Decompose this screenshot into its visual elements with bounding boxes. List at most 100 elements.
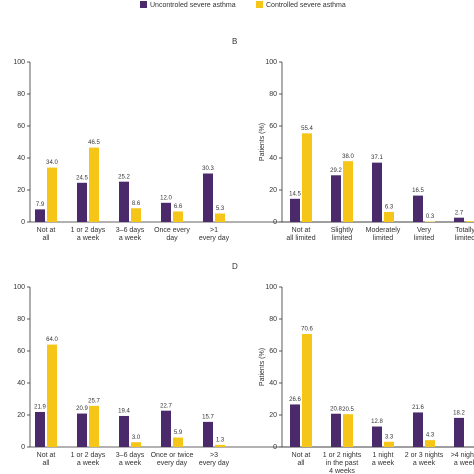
x-tick-line: Totally [455, 227, 474, 234]
x-tick-line: in the past [326, 460, 358, 467]
x-tick-label: Slightly limited [331, 227, 354, 242]
value-label: 3.0 [132, 435, 141, 441]
x-tick-line: a week [413, 460, 436, 467]
bar [77, 413, 87, 447]
value-label: 6.3 [385, 204, 394, 210]
y-tick-label: 0 [273, 444, 277, 451]
bar [384, 211, 394, 222]
bar [203, 421, 213, 447]
x-tick-line: Very [417, 227, 432, 234]
x-tick-label: 3–6 days a week [116, 227, 145, 242]
value-label: 55.4 [301, 126, 313, 132]
x-tick-label: Once every day [154, 227, 190, 242]
bar [343, 414, 353, 447]
value-label: 2.7 [455, 210, 464, 216]
value-label: 20.9 [76, 406, 88, 412]
value-label: 70.6 [301, 327, 313, 333]
x-tick-line: Slightly [331, 227, 354, 234]
x-tick-label: >1 every day [199, 227, 230, 242]
bar [89, 405, 99, 447]
x-tick-line: 2 or 3 nights [405, 452, 444, 459]
value-label: 37.1 [371, 155, 383, 161]
value-label: 0.3 [426, 214, 435, 220]
x-tick-label: Very limited [414, 227, 434, 242]
x-tick-line: limited [414, 235, 434, 242]
x-tick-line: Not at [37, 227, 56, 234]
x-tick-line: 4 weeks [329, 468, 355, 474]
y-axis-label: Patients (%) [259, 348, 266, 386]
bar [119, 415, 129, 447]
value-label: 24.5 [76, 175, 88, 181]
bar [35, 411, 45, 447]
x-tick-label: Not at all [292, 452, 311, 467]
bar [302, 133, 312, 222]
bar [173, 437, 183, 447]
y-tick-label: 80 [17, 316, 25, 323]
y-tick-label: 20 [17, 412, 25, 419]
bar [413, 412, 423, 447]
bar [77, 182, 87, 222]
bar [161, 410, 171, 447]
y-tick-label: 40 [269, 380, 277, 387]
x-tick-line: Not at [292, 452, 311, 459]
value-label: 4.3 [426, 433, 435, 439]
x-tick-line: >3 [210, 452, 218, 459]
bar [302, 334, 312, 447]
bar [343, 161, 353, 222]
bar [466, 221, 474, 222]
y-tick-label: 100 [13, 284, 25, 291]
x-tick-label: 2 or 3 nights a week [405, 452, 444, 467]
x-tick-label: 3–6 days a week [116, 452, 145, 467]
y-tick-label: 100 [265, 59, 277, 66]
value-label: 38.0 [342, 154, 354, 160]
legend-swatch [256, 1, 263, 8]
y-tick-label: 60 [269, 123, 277, 130]
x-tick-label: 1 or 2 nights in the past 4 weeks [323, 452, 362, 474]
x-tick-label: 1 or 2 days a week [71, 227, 106, 242]
bar [454, 417, 464, 447]
x-tick-line: 1 or 2 days [71, 452, 106, 459]
value-label: 3.3 [385, 434, 394, 440]
y-tick-label: 20 [269, 412, 277, 419]
y-tick-label: 0 [21, 444, 25, 451]
value-label: 26.6 [289, 397, 301, 403]
y-tick-label: 40 [17, 155, 25, 162]
legend-swatch [140, 1, 147, 8]
legend-label: Uncontroled severe asthma [150, 2, 236, 9]
x-tick-line: 1 or 2 nights [323, 452, 362, 459]
bar [47, 344, 57, 447]
bar [413, 195, 423, 222]
x-tick-line: 1 night [372, 452, 393, 459]
x-tick-label: Not at all [37, 227, 56, 242]
y-tick-label: 40 [17, 380, 25, 387]
value-label: 25.2 [118, 174, 130, 180]
x-tick-line: 3–6 days [116, 227, 145, 234]
x-tick-line: limited [373, 235, 393, 242]
x-tick-line: 1 or 2 days [71, 227, 106, 234]
bar [215, 213, 225, 222]
value-label: 7.9 [36, 202, 45, 208]
x-tick-line: >1 [210, 227, 218, 234]
value-label: 46.5 [88, 140, 100, 146]
x-tick-line: every day [199, 235, 230, 242]
x-tick-label: Not at all [37, 452, 56, 467]
bar [290, 404, 300, 447]
value-label: 1.3 [216, 437, 225, 443]
value-label: 14.5 [289, 191, 301, 197]
x-tick-line: all [42, 460, 49, 467]
value-label: 25.7 [88, 398, 100, 404]
bar [331, 413, 341, 447]
value-label: 21.6 [412, 405, 424, 411]
y-tick-label: 0 [273, 219, 277, 226]
x-tick-line: >4 nights [451, 452, 474, 459]
y-tick-label: 100 [13, 59, 25, 66]
value-label: 8.6 [132, 201, 141, 207]
panel-label: B [232, 37, 237, 46]
x-tick-label: Moderately limited [366, 227, 401, 242]
value-label: 5.3 [216, 206, 225, 212]
value-label: 29.2 [330, 168, 342, 174]
x-tick-line: every day [157, 460, 188, 467]
y-tick-label: 100 [265, 284, 277, 291]
x-tick-label: Once or twice every day [151, 452, 194, 467]
